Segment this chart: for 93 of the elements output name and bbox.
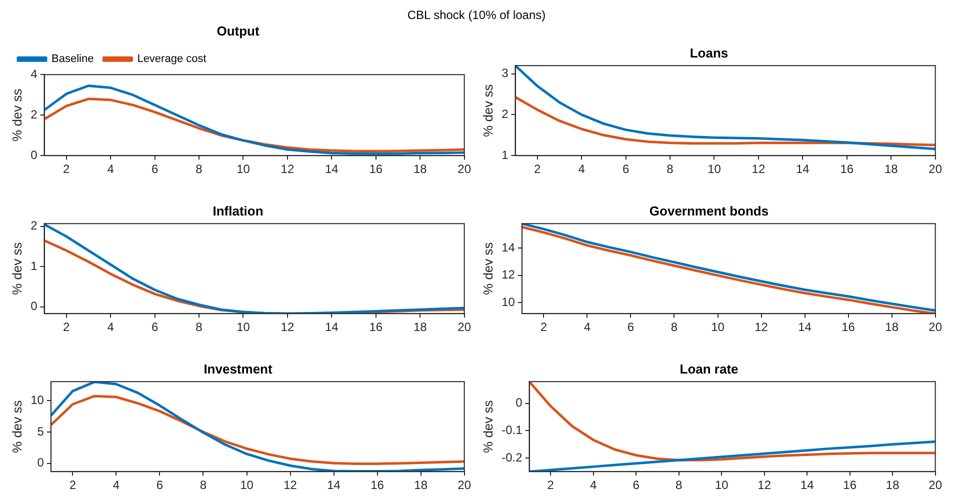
x-tick-label: 2 <box>540 320 548 334</box>
y-tick-label: 0 <box>30 148 38 162</box>
x-tick-label: 20 <box>928 320 942 334</box>
y-tick-label: 1 <box>30 258 38 273</box>
x-tick-label: 6 <box>627 320 634 334</box>
x-tick-label: 18 <box>885 320 899 334</box>
chart-title: Inflation <box>212 203 264 218</box>
x-tick-label: 20 <box>458 320 472 334</box>
x-tick-label: 18 <box>884 162 898 176</box>
x-tick-label: 4 <box>590 478 598 492</box>
y-tick-label: 12 <box>502 268 516 282</box>
x-tick-label: 20 <box>458 478 472 492</box>
x-tick-label: 2 <box>63 162 70 176</box>
x-tick-label: 2 <box>69 478 76 492</box>
x-tick-label: 6 <box>622 162 630 176</box>
y-axis-title: % dev ss <box>9 88 24 142</box>
x-tick-label: 12 <box>280 320 294 334</box>
y-tick-label: 0 <box>30 299 38 314</box>
y-tick-label: 10 <box>30 392 44 407</box>
chart-title: Output <box>216 23 260 38</box>
x-tick-label: 16 <box>840 162 854 176</box>
y-tick-label: 2 <box>30 218 38 233</box>
x-tick-label: 4 <box>584 320 591 334</box>
y-tick-label: -0.1 <box>502 423 523 438</box>
x-tick-label: 16 <box>843 478 857 492</box>
x-tick-label: 2 <box>534 162 542 176</box>
y-tick-label: 2 <box>30 107 38 122</box>
y-tick-label: 14 <box>502 240 516 254</box>
legend-label: Baseline <box>52 53 94 66</box>
x-tick-label: 6 <box>151 320 158 334</box>
y-tick-label: 2 <box>502 107 509 122</box>
y-tick-label: 3 <box>502 66 509 80</box>
x-tick-label: 8 <box>200 478 207 492</box>
x-tick-label: 20 <box>458 162 472 176</box>
x-tick-label: 10 <box>711 320 725 334</box>
x-tick-label: 16 <box>370 478 384 492</box>
x-tick-label: 16 <box>369 162 383 176</box>
x-tick-label: 6 <box>156 478 164 492</box>
x-tick-label: 8 <box>196 320 203 334</box>
x-tick-label: 18 <box>886 478 900 492</box>
x-tick-label: 12 <box>758 478 772 492</box>
x-tick-label: 8 <box>666 162 674 176</box>
x-tick-label: 14 <box>800 478 814 492</box>
y-axis-title: % dev ss <box>9 242 24 295</box>
x-tick-label: 14 <box>327 478 341 492</box>
y-tick-label: -0.2 <box>502 450 523 464</box>
y-axis-title: % dev ss <box>9 400 24 453</box>
x-tick-label: 4 <box>107 162 114 176</box>
x-tick-label: 2 <box>547 478 554 492</box>
x-tick-label: 10 <box>708 162 722 176</box>
x-tick-label: 8 <box>676 478 683 492</box>
x-tick-label: 10 <box>236 320 250 334</box>
x-tick-label: 6 <box>151 162 158 176</box>
y-tick-label: 4 <box>30 66 38 81</box>
chart-title: Investment <box>204 361 273 376</box>
y-tick-label: 1 <box>502 148 509 162</box>
x-tick-label: 12 <box>754 320 768 334</box>
y-axis-title: % dev ss <box>480 84 496 137</box>
x-tick-label: 12 <box>280 162 294 176</box>
x-tick-label: 14 <box>325 162 339 176</box>
x-tick-label: 4 <box>578 162 586 176</box>
x-tick-label: 16 <box>842 320 856 334</box>
chart-title: Government bonds <box>649 203 769 218</box>
x-tick-label: 8 <box>670 320 678 334</box>
x-tick-label: 12 <box>284 478 298 492</box>
text: CBL shock (10% of loans) <box>406 8 547 22</box>
chart-title: Loans <box>690 45 728 60</box>
x-tick-label: 4 <box>107 320 114 334</box>
y-axis-title: % dev ss <box>480 242 496 295</box>
x-tick-label: 18 <box>413 320 428 334</box>
x-tick-label: 18 <box>414 478 428 492</box>
y-tick-label: 0 <box>516 396 523 410</box>
x-tick-label: 16 <box>369 320 383 334</box>
legend-label: Leverage cost <box>137 53 206 66</box>
x-tick-label: 2 <box>63 320 70 334</box>
x-tick-label: 20 <box>928 162 942 176</box>
x-tick-label: 6 <box>632 478 640 492</box>
x-tick-label: 10 <box>240 478 254 492</box>
chart-title: Loan rate <box>680 361 738 376</box>
x-tick-label: 12 <box>752 162 766 176</box>
x-tick-label: 14 <box>798 320 812 334</box>
x-tick-label: 10 <box>236 162 250 176</box>
y-tick-label: 10 <box>502 295 516 310</box>
y-axis-title: % dev ss <box>480 400 496 453</box>
x-tick-label: 18 <box>413 162 428 176</box>
x-tick-label: 4 <box>112 478 120 492</box>
y-tick-label: 5 <box>37 424 44 438</box>
y-tick-label: 0 <box>37 456 44 470</box>
x-tick-label: 14 <box>796 162 810 176</box>
x-tick-label: 14 <box>325 320 339 334</box>
x-tick-label: 20 <box>928 478 942 492</box>
x-tick-label: 10 <box>714 478 729 492</box>
x-tick-label: 8 <box>196 162 203 176</box>
